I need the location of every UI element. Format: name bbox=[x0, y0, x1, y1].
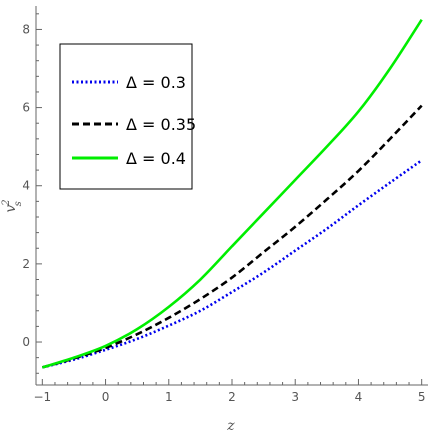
y-ticks: 0 2 4 6 8 bbox=[22, 13, 42, 374]
legend-box bbox=[59, 43, 193, 190]
y-tick-label-2: 4 bbox=[22, 179, 30, 193]
series-line-1 bbox=[41, 104, 423, 369]
y-tick-label-4: 8 bbox=[22, 22, 30, 36]
legend-label-2: Δ = 0.4 bbox=[126, 149, 186, 168]
x-axis-label: z bbox=[226, 418, 235, 434]
series-line-2 bbox=[41, 18, 423, 369]
y-axis-label: v2s bbox=[1, 199, 24, 212]
x-tick-label-0: −1 bbox=[33, 390, 51, 404]
y-axis-label-sub: s bbox=[13, 201, 24, 206]
x-tick-label-2: 1 bbox=[165, 390, 173, 404]
x-tick-label-4: 3 bbox=[291, 390, 299, 404]
axes: −1 0 1 2 3 4 5 0 2 4 6 8 bbox=[22, 6, 428, 404]
svg-text:v2s: v2s bbox=[1, 199, 24, 212]
x-ticks: −1 0 1 2 3 4 5 bbox=[33, 379, 425, 404]
legend-entry-2: Δ = 0.4 bbox=[72, 149, 186, 168]
y-axis-label-base: v bbox=[3, 205, 19, 213]
y-tick-label-0: 0 bbox=[22, 335, 30, 349]
y-tick-label-3: 6 bbox=[22, 101, 30, 115]
legend-label-0: Δ = 0.3 bbox=[126, 73, 186, 92]
legend: Δ = 0.3 Δ = 0.35 Δ = 0.4 bbox=[59, 43, 196, 190]
y-axis-label-sup: 2 bbox=[1, 199, 12, 206]
x-tick-label-1: 0 bbox=[102, 390, 110, 404]
series-line-0 bbox=[42, 159, 423, 369]
x-tick-label-5: 4 bbox=[355, 390, 363, 404]
y-tick-label-1: 2 bbox=[22, 257, 30, 271]
x-tick-label-6: 5 bbox=[418, 390, 426, 404]
series bbox=[41, 18, 423, 369]
legend-entry-0: Δ = 0.3 bbox=[72, 73, 186, 92]
legend-label-1: Δ = 0.35 bbox=[126, 115, 196, 134]
x-tick-label-3: 2 bbox=[228, 390, 236, 404]
legend-entry-1: Δ = 0.35 bbox=[72, 115, 196, 134]
